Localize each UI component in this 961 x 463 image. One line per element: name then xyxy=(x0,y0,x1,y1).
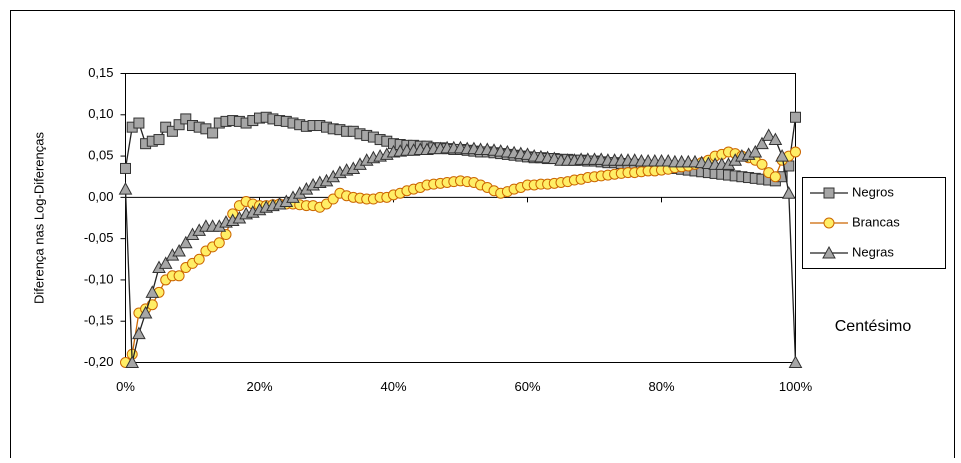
legend-label: Brancas xyxy=(852,214,900,229)
data-point xyxy=(790,111,801,123)
y-tick-label: 0,05 xyxy=(88,148,113,163)
data-point xyxy=(118,182,133,195)
data-point xyxy=(790,146,801,158)
data-point xyxy=(132,326,146,340)
legend-label: Negros xyxy=(852,184,894,199)
data-point xyxy=(180,113,192,125)
data-point xyxy=(193,253,205,265)
y-tick-label: -0,15 xyxy=(84,313,114,328)
x-tick-label: 0% xyxy=(116,379,135,394)
data-point xyxy=(788,355,803,368)
y-tick-label: -0,05 xyxy=(84,230,114,245)
data-point xyxy=(755,136,769,150)
data-point xyxy=(761,128,776,141)
x-tick-label: 100% xyxy=(779,379,813,394)
y-tick-label: -0,10 xyxy=(84,271,114,286)
data-point xyxy=(120,162,131,174)
data-point xyxy=(207,127,219,139)
data-point xyxy=(756,158,768,170)
y-tick-label: 0,15 xyxy=(88,65,113,80)
y-tick-label: -0,20 xyxy=(84,354,114,369)
data-point xyxy=(153,134,165,146)
x-tick-label: 20% xyxy=(246,379,272,394)
y-tick-label: 0,10 xyxy=(88,106,113,121)
data-point xyxy=(166,125,178,137)
data-point xyxy=(775,149,789,162)
x-tick-label: 60% xyxy=(514,379,540,394)
data-point xyxy=(178,235,193,249)
data-point xyxy=(172,243,186,257)
legend-marker xyxy=(823,187,835,199)
data-point xyxy=(173,270,185,282)
x-tick-label: 40% xyxy=(380,379,406,394)
data-point xyxy=(138,305,153,319)
legend-marker xyxy=(822,245,836,259)
data-point xyxy=(173,119,185,131)
chart-border xyxy=(10,10,955,463)
legend-label: Negras xyxy=(852,244,894,259)
data-point xyxy=(769,171,781,183)
data-point xyxy=(768,132,783,146)
x-tick-label: 80% xyxy=(648,379,674,394)
data-point xyxy=(158,256,173,269)
data-point xyxy=(146,299,158,311)
legend-marker xyxy=(823,217,835,229)
data-point xyxy=(748,144,763,158)
data-point xyxy=(781,186,796,199)
plot-border xyxy=(125,73,796,363)
data-point xyxy=(220,229,232,241)
annotation: Centésimo xyxy=(835,318,912,335)
data-point xyxy=(145,285,160,298)
data-point xyxy=(213,237,225,249)
y-axis-label: Diferença nas Log-Diferenças xyxy=(31,132,46,304)
data-point xyxy=(125,355,140,368)
data-point xyxy=(133,117,145,129)
y-tick-label: 0,00 xyxy=(88,189,113,204)
